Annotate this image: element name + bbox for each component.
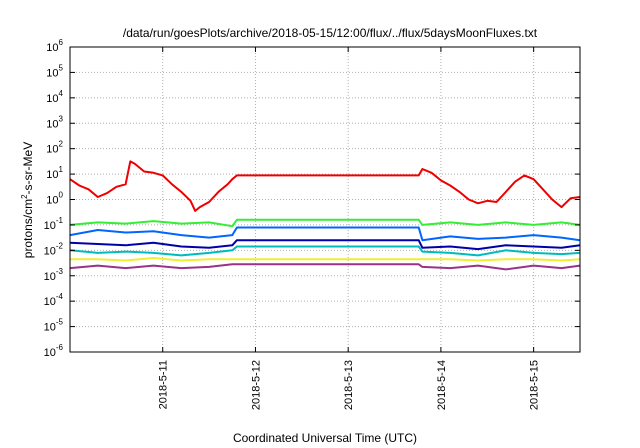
- y-tick-label: 103: [46, 114, 63, 130]
- series-lines: [69, 160, 581, 271]
- y-tick-label: 10-6: [44, 343, 64, 359]
- y-tick-label: 101: [46, 165, 63, 181]
- grid-lines: [70, 47, 580, 352]
- y-tick-labels: 106 105 104 103 102 101 100 10-1 10-2 10-3 10-4 10-…: [44, 38, 580, 359]
- series-line-7: [69, 263, 581, 271]
- y-tick-label: 10-1: [44, 216, 64, 232]
- series-line-5: [69, 245, 581, 257]
- series-line-1: [69, 160, 581, 212]
- series-line-3: [69, 226, 581, 242]
- y-tick-label: 106: [46, 38, 63, 54]
- x-tick-label: 2018-5-11: [158, 360, 170, 409]
- y-tick-label: 10-4: [44, 292, 64, 308]
- series-line-2: [69, 218, 581, 228]
- y-tick-label: 104: [46, 89, 63, 105]
- x-tick-label: 2018-5-15: [529, 360, 541, 410]
- series-line-6: [70, 257, 581, 262]
- x-tick-labels: 2018-5-11 2018-5-12 2018-5-13 2018-5-14 2018…: [158, 47, 541, 410]
- x-tick-label: 2018-5-13: [343, 360, 355, 410]
- y-tick-label: 105: [46, 63, 63, 79]
- y-tick-label: 100: [46, 191, 63, 207]
- series-line-4: [69, 239, 581, 251]
- y-tick-label: 10-3: [44, 267, 64, 283]
- chart-title: /data/run/goesPlots/archive/2018-05-15/1…: [123, 26, 538, 40]
- x-tick-label: 2018-5-14: [436, 360, 448, 410]
- y-tick-label: 10-2: [44, 241, 64, 257]
- y-axis-label: protons/cm2-s-sr-MeV: [20, 142, 35, 258]
- x-tick-label: 2018-5-12: [250, 360, 262, 410]
- y-tick-label: 10-5: [44, 318, 64, 334]
- y-tick-label: 102: [46, 140, 63, 156]
- x-axis-label: Coordinated Universal Time (UTC): [233, 431, 417, 445]
